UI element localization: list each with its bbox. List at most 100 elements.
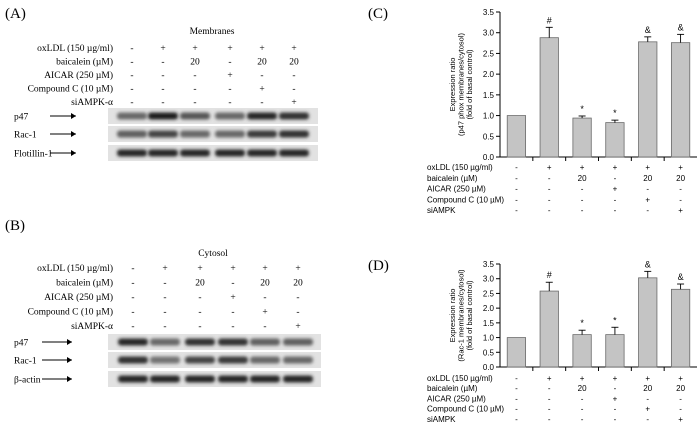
significance-marker: #: [547, 270, 552, 280]
condition-value: 20: [676, 384, 685, 393]
condition-value: -: [161, 58, 164, 68]
condition-value: -: [198, 293, 201, 303]
condition-value: +: [262, 308, 267, 318]
significance-marker: *: [613, 315, 617, 325]
arrow-head-icon: [71, 131, 76, 137]
y-axis-label: (p47 phox membranes/cytosol): [457, 33, 466, 136]
y-axis-label: Expression ratio: [448, 58, 457, 112]
condition-value: +: [295, 264, 300, 274]
condition-label: AICAR (250 µM): [44, 292, 113, 303]
condition-value: +: [259, 44, 264, 54]
condition-value: -: [231, 308, 234, 318]
condition-value: 20: [257, 58, 267, 68]
condition-value: +: [197, 264, 202, 274]
condition-value: -: [130, 44, 133, 54]
condition-value: +: [259, 85, 264, 95]
blot-membrane: [108, 145, 318, 161]
condition-value: -: [198, 308, 201, 318]
y-tick-label: 1.5: [483, 91, 495, 100]
condition-value: -: [614, 384, 617, 393]
condition-value: -: [161, 85, 164, 95]
condition-value: +: [678, 415, 683, 424]
y-axis-label: (Rac-1 membranes/cytosol): [457, 269, 466, 362]
condition-value: -: [515, 394, 518, 403]
condition-label: oxLDL (150 µg/ml): [427, 374, 493, 383]
y-tick-label: 0.0: [483, 153, 495, 162]
condition-value: +: [230, 264, 235, 274]
condition-value: +: [613, 374, 618, 383]
condition-value: -: [548, 174, 551, 183]
blot-band: [185, 338, 215, 346]
condition-value: -: [130, 58, 133, 68]
blot-band: [218, 356, 248, 364]
condition-label: oxLDL (150 µg/ml): [37, 263, 113, 274]
condition-label: baicalein (µM): [427, 174, 478, 183]
panel-label-d: (D): [368, 258, 389, 274]
condition-value: -: [646, 394, 649, 403]
condition-value: -: [646, 185, 649, 194]
condition-value: -: [193, 85, 196, 95]
condition-value: -: [548, 415, 551, 424]
condition-value: -: [581, 394, 584, 403]
bar: [539, 37, 559, 158]
blot-band: [247, 130, 277, 138]
condition-value: -: [198, 322, 201, 332]
y-axis-label: (fold of basal control): [465, 49, 474, 120]
blot-title: Cytosol: [198, 249, 228, 259]
condition-value: -: [228, 85, 231, 95]
significance-marker: *: [580, 318, 584, 328]
bar: [638, 41, 658, 158]
blot-band: [215, 149, 245, 157]
condition-value: +: [230, 293, 235, 303]
condition-value: -: [131, 308, 134, 318]
condition-value: -: [581, 195, 584, 204]
condition-value: -: [231, 279, 234, 289]
blot-label: Rac-1: [14, 357, 37, 367]
condition-value: -: [548, 185, 551, 194]
condition-label: AICAR (250 µM): [427, 394, 486, 403]
blot-band: [118, 356, 148, 364]
blot-band: [118, 338, 148, 346]
y-tick-label: 0.5: [483, 132, 495, 141]
blot-band: [279, 130, 309, 138]
condition-label: Compound C (10 µM): [427, 195, 504, 204]
condition-value: +: [162, 264, 167, 274]
blot-title: Membranes: [190, 27, 235, 37]
condition-value: +: [227, 71, 232, 81]
condition-value: -: [163, 322, 166, 332]
condition-value: +: [580, 374, 585, 383]
condition-value: +: [645, 195, 650, 204]
condition-value: -: [193, 71, 196, 81]
bar-chart-panel-d: 0.0 0.5 1.0 1.5 2.0 2.5 3.0 3.5 Expression ratio…: [427, 259, 697, 424]
blot-label: Flotillin-1: [14, 150, 53, 160]
significance-marker: &: [645, 259, 651, 269]
bar: [506, 115, 527, 158]
y-tick-label: 3.5: [483, 8, 495, 17]
condition-value: -: [161, 71, 164, 81]
bar: [605, 334, 625, 368]
condition-value: 20: [643, 174, 652, 183]
blot-band: [250, 338, 280, 346]
blot-band: [117, 130, 147, 138]
blot-band: [150, 338, 180, 346]
western-blot-panel-b: Cytosol oxLDL (150 µg/ml) - + + + + + baicalein …: [14, 249, 321, 387]
blot-band: [185, 356, 215, 364]
condition-value: -: [515, 206, 518, 215]
blot-label: Rac-1: [14, 131, 37, 141]
condition-value: -: [163, 293, 166, 303]
condition-label: siAMPK: [427, 415, 456, 424]
condition-value: +: [291, 44, 296, 54]
condition-value: +: [613, 163, 618, 172]
condition-value: -: [131, 279, 134, 289]
blot-band: [118, 375, 148, 383]
condition-value: -: [679, 195, 682, 204]
condition-value: +: [678, 374, 683, 383]
condition-value: +: [295, 322, 300, 332]
condition-label: Compound C (10 µM): [28, 84, 113, 95]
condition-value: 20: [578, 384, 587, 393]
condition-value: -: [614, 206, 617, 215]
condition-label: Compound C (10 µM): [28, 307, 113, 318]
condition-value: -: [131, 293, 134, 303]
condition-value: +: [645, 405, 650, 414]
